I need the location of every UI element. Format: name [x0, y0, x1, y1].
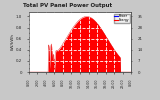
- Text: Total PV Panel Power Output: Total PV Panel Power Output: [23, 3, 112, 8]
- Legend: Power, Energy: Power, Energy: [114, 14, 130, 23]
- Y-axis label: kW/kWh: kW/kWh: [11, 34, 15, 50]
